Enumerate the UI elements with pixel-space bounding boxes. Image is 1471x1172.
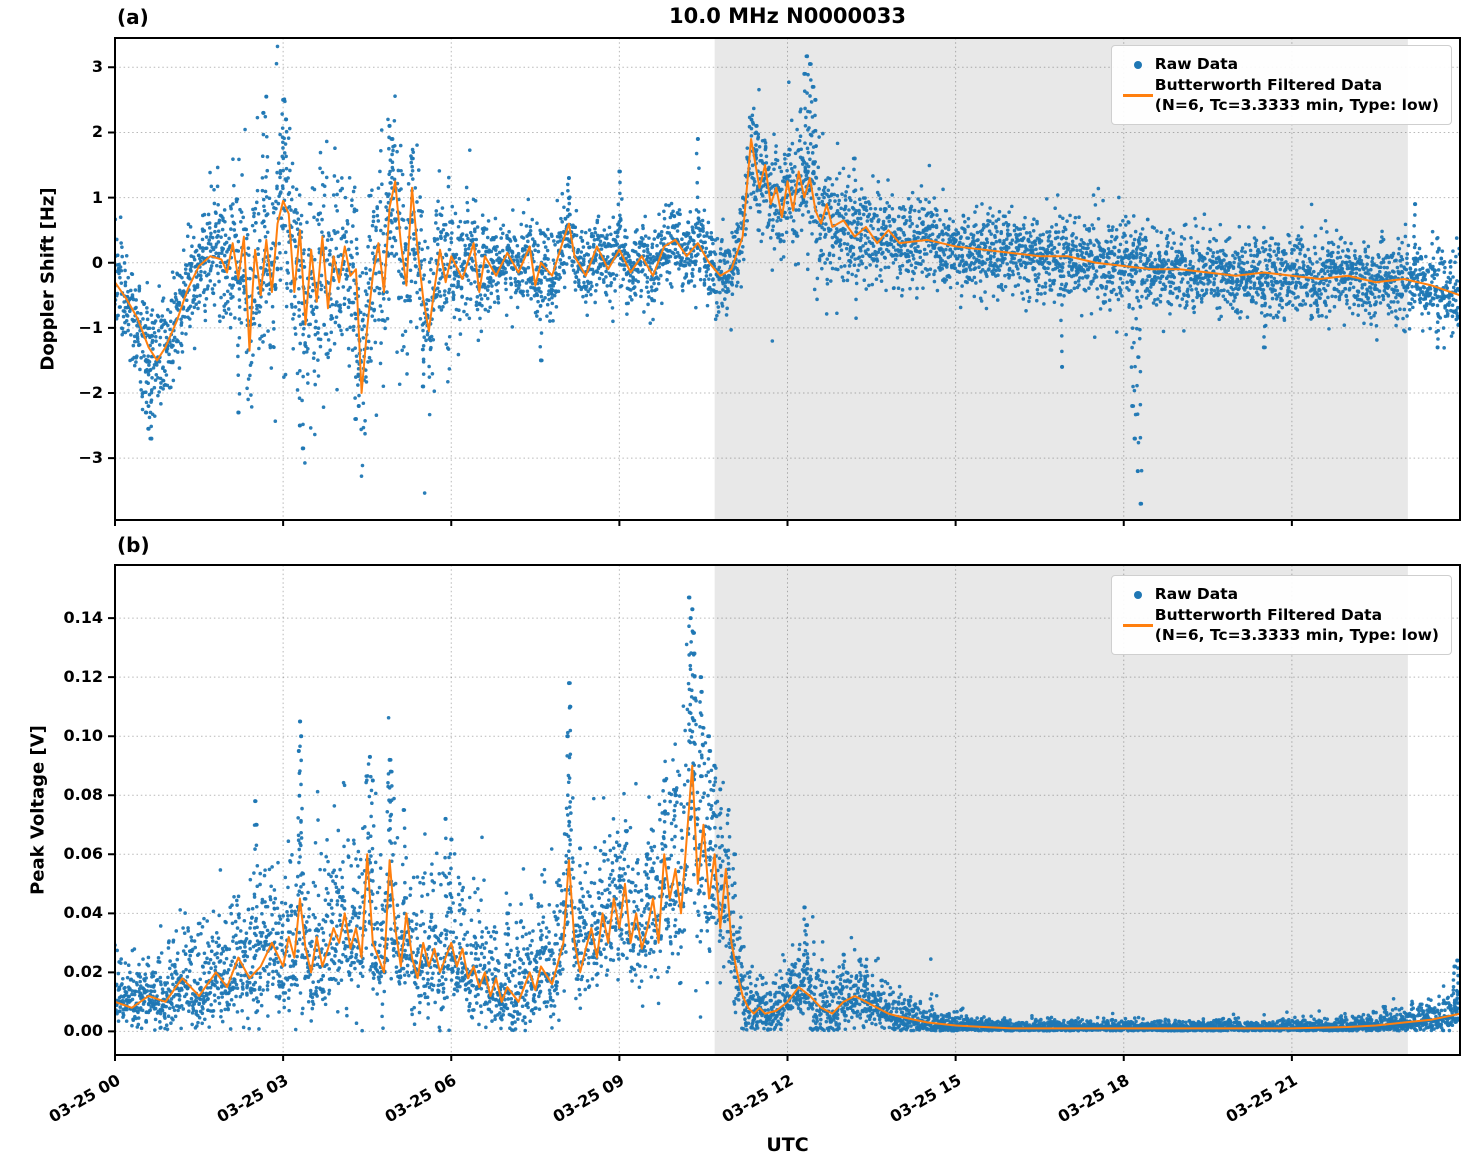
panel-a-label: (a) [117, 5, 149, 29]
y-tick-label: 0.14 [63, 608, 103, 628]
raw-data-dot-marker [1121, 60, 1155, 69]
legend-raw-label: Raw Data [1154, 585, 1239, 603]
raw-data-dot-marker [1121, 590, 1155, 599]
panel-b-label: (b) [117, 533, 150, 557]
legend-entry-filtered: Butterworth Filtered Data (N=6, Tc=3.3333… [1121, 606, 1439, 645]
legend-panel-b: Raw Data Butterworth Filtered Data (N=6, … [1110, 575, 1452, 656]
y-tick-label: 0.00 [63, 1021, 103, 1041]
y-tick-label: 0.06 [63, 844, 103, 864]
y-tick-label: 3 [91, 57, 103, 77]
y-axis-label-doppler: Doppler Shift [Hz] [37, 187, 59, 371]
legend-filtered-label-line2: (N=6, Tc=3.3333 min, Type: low) [1154, 625, 1439, 644]
legend-filtered-label: Butterworth Filtered Data (N=6, Tc=3.3333… [1155, 76, 1439, 115]
y-tick-label: 0.02 [63, 962, 103, 982]
y-tick-label: 0.08 [63, 785, 103, 805]
y-tick-label: 0.12 [63, 667, 103, 687]
legend-entry-raw: Raw Data [1121, 55, 1439, 74]
y-tick-label: −1 [78, 317, 103, 337]
legend-entry-raw: Raw Data [1121, 585, 1439, 604]
x-axis-label: UTC [766, 1134, 809, 1156]
y-tick-label: 0.10 [63, 726, 103, 746]
y-tick-label: 0 [91, 252, 103, 272]
legend-filtered-label-line2: (N=6, Tc=3.3333 min, Type: low) [1154, 95, 1439, 114]
legend-panel-a: Raw Data Butterworth Filtered Data (N=6, … [1110, 45, 1452, 126]
filtered-line-marker [1121, 94, 1155, 98]
y-tick-label: 1 [91, 187, 103, 207]
legend-filtered-label-line1: Butterworth Filtered Data [1154, 76, 1383, 95]
filtered-line-marker [1121, 624, 1155, 628]
y-tick-label: −2 [78, 382, 103, 402]
legend-filtered-label-line1: Butterworth Filtered Data [1154, 606, 1383, 625]
y-tick-label: 0.04 [63, 903, 103, 923]
y-tick-label: −3 [78, 448, 103, 468]
chart-title: 10.0 MHz N0000033 [669, 4, 906, 28]
legend-entry-filtered: Butterworth Filtered Data (N=6, Tc=3.3333… [1121, 76, 1439, 115]
legend-raw-label: Raw Data [1154, 55, 1239, 73]
y-tick-label: 2 [91, 122, 103, 142]
y-axis-label-voltage: Peak Voltage [V] [27, 725, 49, 895]
legend-filtered-label: Butterworth Filtered Data (N=6, Tc=3.3333… [1155, 606, 1439, 645]
